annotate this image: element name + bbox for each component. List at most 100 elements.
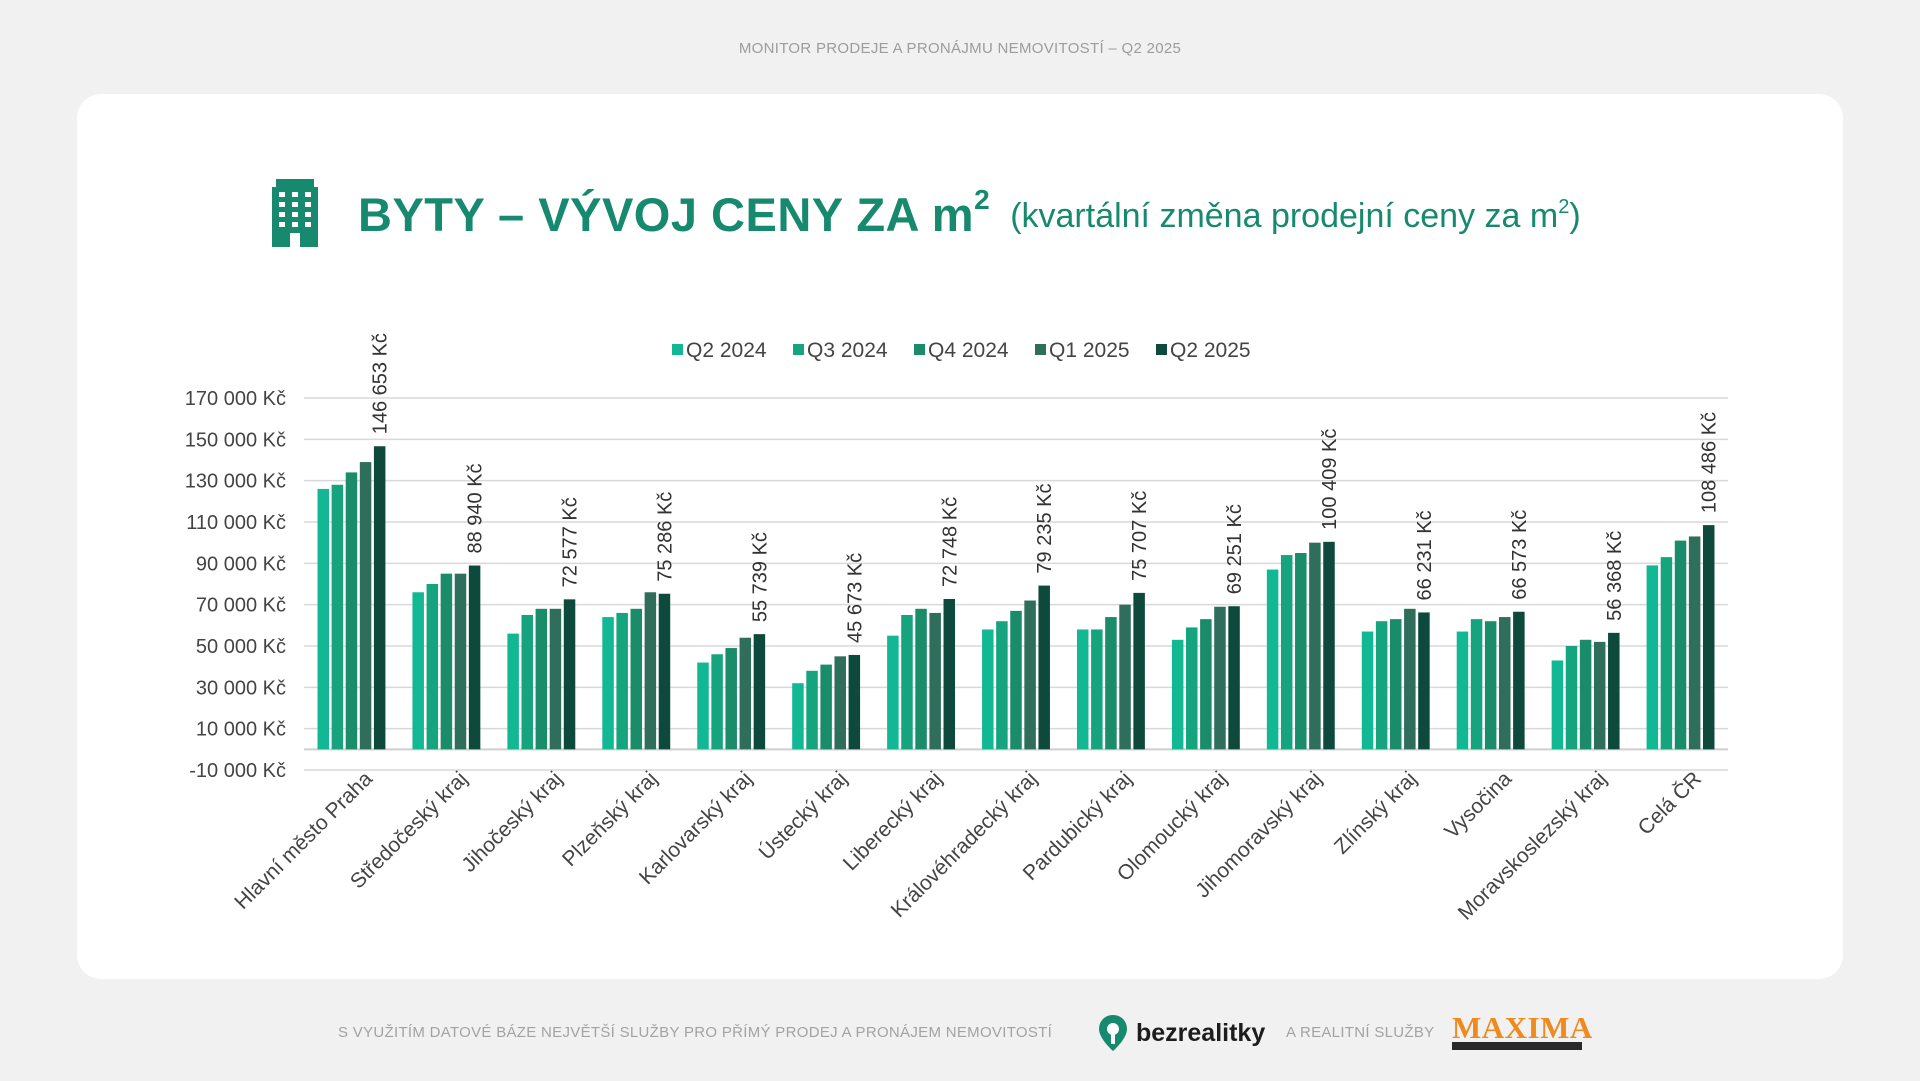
bar (739, 637, 752, 750)
bar (535, 608, 548, 750)
bar (1513, 611, 1525, 750)
bar (1266, 569, 1279, 750)
bar (711, 654, 723, 750)
bar (616, 612, 628, 750)
bar (521, 615, 533, 750)
legend-swatch (1035, 344, 1046, 355)
chart-subtitle: (kvartální změna prodejní ceny za m2) (1010, 196, 1581, 235)
data-label: 108 486 Kč (1699, 412, 1721, 513)
legend-label: Q3 2024 (807, 339, 888, 362)
bar (440, 573, 453, 750)
bar (563, 599, 576, 750)
bar (943, 598, 956, 750)
bar (1579, 639, 1592, 750)
data-label: 75 286 Kč (654, 492, 676, 582)
bar (929, 612, 941, 750)
bezrealitky-label: bezrealitky (1136, 1018, 1266, 1047)
bar (1470, 619, 1483, 750)
x-category-label: Vysočina (1440, 767, 1516, 843)
legend-swatch (914, 344, 925, 355)
x-category-label: Celá ČR (1634, 767, 1706, 839)
data-label: 66 573 Kč (1509, 510, 1531, 600)
data-label: 56 368 Kč (1604, 531, 1626, 621)
data-label: 79 235 Kč (1034, 484, 1056, 574)
bar (753, 634, 766, 750)
bar (1214, 606, 1226, 750)
data-label: 72 748 Kč (939, 497, 961, 587)
footer-text-2: A REALITNÍ SLUŽBY (1286, 1024, 1435, 1041)
maxima-reality-bar (1452, 1042, 1582, 1050)
y-tick-label: 170 000 Kč (185, 388, 286, 410)
bar (1010, 610, 1022, 750)
data-label: 66 231 Kč (1414, 510, 1436, 600)
bar (1200, 619, 1212, 750)
data-label: 72 577 Kč (560, 497, 582, 587)
legend-label: Q4 2024 (928, 339, 1009, 362)
bar (359, 462, 372, 750)
bar (1171, 639, 1184, 750)
bar (1484, 621, 1497, 750)
bar (697, 662, 709, 750)
bar (806, 670, 818, 750)
y-tick-label: 150 000 Kč (185, 429, 286, 451)
bar (1323, 541, 1335, 750)
data-label: 69 251 Kč (1224, 504, 1246, 594)
bar (1309, 542, 1321, 750)
bar (412, 592, 424, 750)
bar (1418, 612, 1430, 750)
data-label: 55 739 Kč (749, 532, 771, 622)
y-tick-label: 130 000 Kč (185, 471, 286, 493)
bar (1024, 600, 1036, 750)
bar (658, 593, 671, 750)
legend-label: Q1 2025 (1049, 339, 1130, 362)
bar (1280, 555, 1293, 750)
y-tick-label: -10 000 Kč (189, 760, 286, 782)
legend-label: Q2 2024 (686, 339, 767, 362)
x-category-label: Hlavní město Praha (230, 767, 377, 914)
bar (1499, 617, 1511, 750)
bar (725, 648, 737, 750)
chart-title-row: BYTY – VÝVOJ CENY ZA m2 (kvartální změna… (270, 168, 1581, 258)
footer-text: S VYUŽITÍM DATOVÉ BÁZE NEJVĚTŠÍ SLUŽBY P… (338, 1024, 1053, 1041)
bar (1593, 641, 1606, 750)
bar (915, 608, 927, 750)
y-tick-label: 110 000 Kč (186, 512, 286, 534)
maxima-label: MAXIMA (1452, 1010, 1593, 1045)
data-label: 146 653 Kč (370, 333, 392, 434)
legend-label: Q2 2025 (1170, 339, 1251, 362)
y-tick-label: 30 000 Kč (196, 677, 286, 699)
bar (630, 608, 643, 750)
bar (1361, 631, 1374, 750)
bar (644, 592, 657, 750)
bar (1228, 606, 1240, 750)
bar (426, 584, 439, 750)
bar (1565, 646, 1578, 750)
data-label: 45 673 Kč (844, 553, 866, 643)
page-header: MONITOR PRODEJE A PRONÁJMU NEMOVITOSTÍ –… (738, 40, 1182, 57)
bar (1608, 632, 1620, 750)
building-icon (272, 179, 318, 247)
bar (792, 683, 804, 750)
bar (468, 565, 481, 750)
bar (1456, 631, 1469, 750)
bar (996, 621, 1008, 750)
bar (1076, 629, 1089, 750)
bar (454, 573, 467, 750)
bar (1404, 608, 1416, 750)
bar (373, 446, 386, 750)
bar (1702, 525, 1715, 750)
chart-title: BYTY – VÝVOJ CENY ZA m2 (358, 184, 991, 241)
bar (1133, 592, 1145, 750)
bar (1674, 540, 1687, 750)
footer: S VYUŽITÍM DATOVÉ BÁZE NEJVĚTŠÍ SLUŽBY P… (0, 1010, 1920, 1060)
x-category-label: Plzeňský kraj (558, 767, 662, 871)
legend-swatch (1156, 344, 1167, 355)
bezrealitky-logo: bezrealitky (1098, 1014, 1265, 1052)
bar (1038, 585, 1050, 750)
bar (1660, 557, 1673, 750)
bar (317, 488, 330, 750)
location-pin-icon (1099, 1015, 1127, 1051)
y-tick-label: 10 000 Kč (196, 719, 286, 741)
maxima-logo: MAXIMA (1452, 1010, 1593, 1050)
